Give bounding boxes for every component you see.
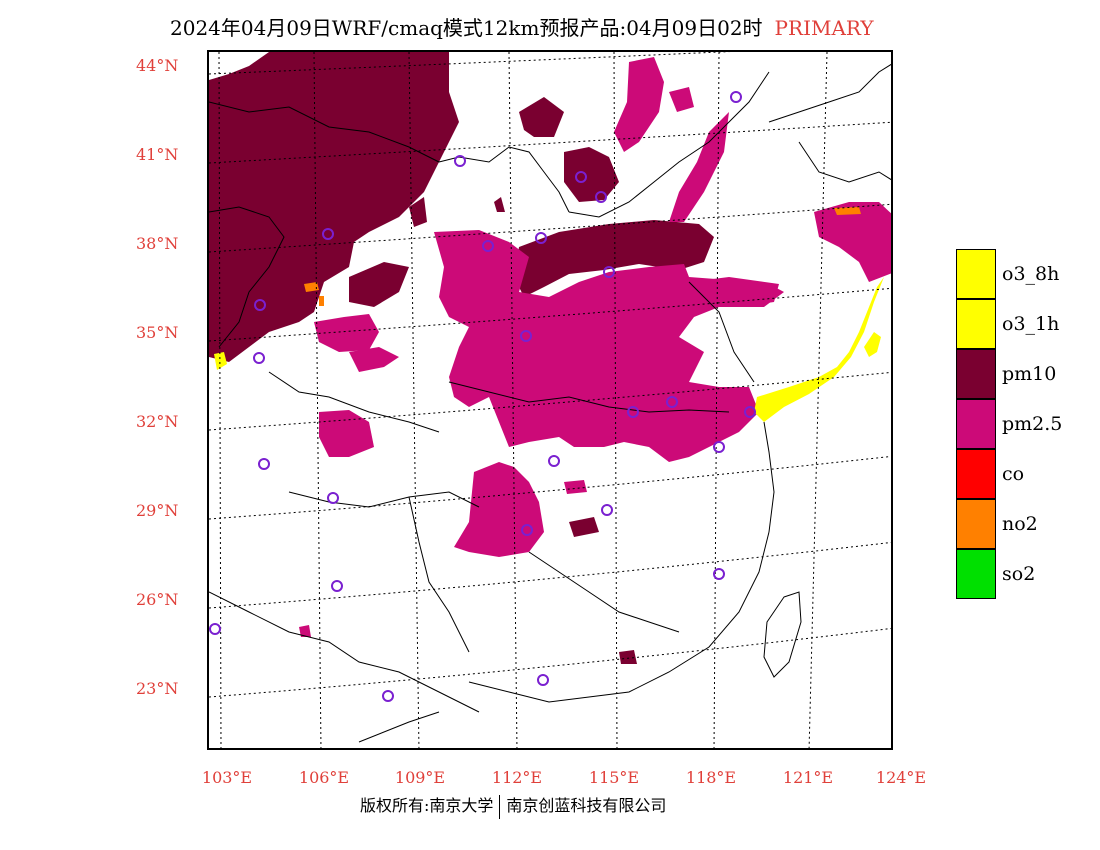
footer-left: 版权所有:南京大学 bbox=[360, 796, 494, 815]
lon-label-118: 118°E bbox=[685, 768, 737, 787]
lat-label-38: 38°N bbox=[136, 234, 179, 253]
legend-swatch-co bbox=[956, 449, 996, 499]
legend-label-so2: so2 bbox=[1002, 563, 1036, 585]
pm10-layer bbox=[209, 52, 714, 664]
lat-label-29: 29°N bbox=[136, 501, 179, 520]
stations bbox=[209, 91, 756, 702]
legend-swatch-pm25 bbox=[956, 399, 996, 449]
lat-label-26: 26°N bbox=[136, 590, 179, 609]
boundaries bbox=[209, 63, 891, 743]
legend-item-pm10: pm10 bbox=[956, 349, 1086, 399]
legend-swatch-pm10 bbox=[956, 349, 996, 399]
legend-label-no2: no2 bbox=[1002, 513, 1038, 535]
lat-label-32: 32°N bbox=[136, 412, 179, 431]
legend-label-o3-1h: o3_1h bbox=[1002, 313, 1060, 335]
graticule bbox=[209, 52, 891, 748]
lon-label-121: 121°E bbox=[782, 768, 834, 787]
legend-item-co: co bbox=[956, 449, 1086, 499]
lon-label-106: 106°E bbox=[298, 768, 350, 787]
o3-layer bbox=[214, 277, 884, 422]
map-canvas bbox=[209, 52, 891, 748]
footer-divider bbox=[499, 794, 501, 819]
lon-label-115: 115°E bbox=[588, 768, 640, 787]
legend-item-so2: so2 bbox=[956, 549, 1086, 599]
legend-swatch-no2 bbox=[956, 499, 996, 549]
legend-item-no2: no2 bbox=[956, 499, 1086, 549]
copyright-footer: 版权所有:南京大学 南京创蓝科技有限公司 bbox=[360, 792, 666, 819]
lon-label-124: 124°E bbox=[875, 768, 927, 787]
map-panel bbox=[207, 50, 893, 750]
footer-right: 南京创蓝科技有限公司 bbox=[506, 796, 667, 815]
legend-swatch-o3-1h bbox=[956, 299, 996, 349]
lat-label-41: 41°N bbox=[136, 145, 179, 164]
legend-item-pm25: pm2.5 bbox=[956, 399, 1086, 449]
title-tag: PRIMARY bbox=[774, 16, 874, 40]
lon-label-103: 103°E bbox=[201, 768, 253, 787]
legend-label-pm25: pm2.5 bbox=[1002, 413, 1063, 435]
pm25-layer bbox=[299, 57, 891, 637]
legend-label-o3-8h: o3_8h bbox=[1002, 263, 1060, 285]
lat-label-44: 44°N bbox=[136, 56, 179, 75]
legend: o3_8h o3_1h pm10 pm2.5 co no2 so2 bbox=[956, 249, 1086, 599]
lon-label-109: 109°E bbox=[394, 768, 446, 787]
no2-layer bbox=[304, 207, 861, 306]
legend-label-pm10: pm10 bbox=[1002, 363, 1057, 385]
lat-label-23: 23°N bbox=[136, 679, 179, 698]
legend-item-o3-1h: o3_1h bbox=[956, 299, 1086, 349]
lon-label-112: 112°E bbox=[491, 768, 543, 787]
map-title: 2024年04月09日WRF/cmaq模式12km预报产品:04月09日02时 P… bbox=[170, 12, 874, 41]
legend-swatch-so2 bbox=[956, 549, 996, 599]
lat-label-35: 35°N bbox=[136, 323, 179, 342]
legend-item-o3-8h: o3_8h bbox=[956, 249, 1086, 299]
title-main: 2024年04月09日WRF/cmaq模式12km预报产品:04月09日02时 bbox=[170, 16, 763, 40]
legend-label-co: co bbox=[1002, 463, 1025, 485]
legend-swatch-o3-8h bbox=[956, 249, 996, 299]
